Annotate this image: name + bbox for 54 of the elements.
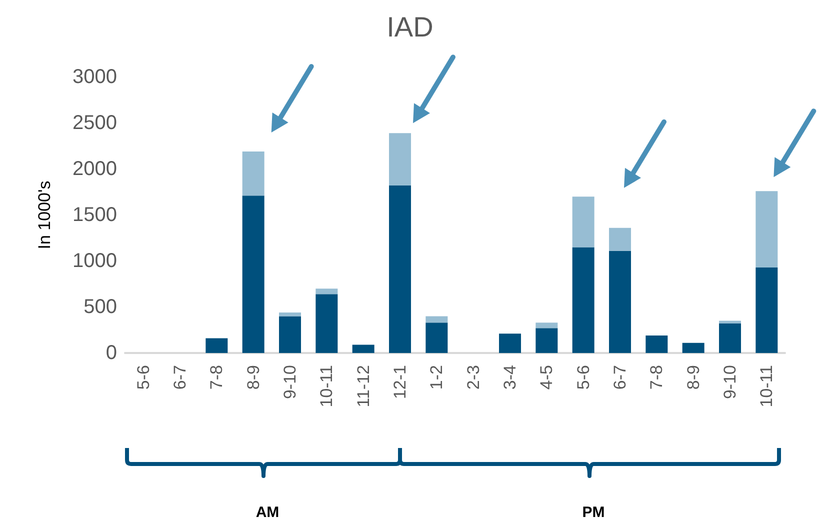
- bar: [572, 247, 594, 353]
- bar: [756, 191, 778, 268]
- bar: [426, 322, 448, 353]
- bar: [242, 152, 264, 196]
- x-tick-label: 5-6: [574, 365, 593, 390]
- x-tick-label: 10-11: [757, 365, 776, 408]
- x-tick-label: 8-9: [244, 365, 263, 390]
- chart-title: IAD: [386, 12, 434, 42]
- text: AM: [256, 504, 280, 521]
- y-tick-label: 0: [106, 342, 117, 364]
- bar: [646, 336, 668, 353]
- bar: [352, 344, 374, 353]
- bar: [316, 288, 338, 294]
- y-tick-label: 2000: [72, 158, 117, 180]
- x-tick-label: 8-9: [684, 365, 703, 390]
- bar: [756, 267, 778, 353]
- x-tick-label: 12-1: [390, 365, 410, 400]
- bar: [426, 316, 448, 323]
- x-tick-label: 5-6: [134, 365, 153, 390]
- x-tick-label: 1-2: [427, 365, 446, 390]
- bar: [719, 324, 741, 353]
- x-tick-label: 11-12: [354, 365, 373, 408]
- bar: [719, 320, 741, 324]
- y-axis-title: In 1000's: [35, 180, 54, 250]
- bar: [389, 133, 411, 186]
- y-tick-label: 1500: [72, 204, 117, 226]
- x-tick-label: 10-11: [317, 365, 336, 408]
- y-tick-label: 2500: [72, 112, 117, 134]
- y-tick-label: 3000: [72, 66, 117, 88]
- x-tick-label: 6-7: [610, 365, 630, 390]
- bar: [536, 328, 558, 353]
- bar: [609, 228, 631, 251]
- x-tick-label: 4-5: [537, 365, 556, 390]
- bar: [279, 312, 301, 316]
- bar: [572, 196, 594, 248]
- text: PM: [582, 504, 605, 521]
- bar: [609, 250, 631, 353]
- bar: [536, 322, 558, 328]
- x-tick-label: 7-8: [207, 365, 226, 390]
- bar: [499, 334, 521, 353]
- bar: [242, 196, 264, 353]
- x-tick-label: 9-10: [720, 365, 740, 400]
- y-tick-label: 1000: [72, 250, 117, 272]
- x-tick-label: 3-4: [500, 365, 520, 390]
- bar: [316, 294, 338, 353]
- bar: [389, 186, 411, 353]
- bar: [206, 338, 228, 353]
- x-tick-label: 7-8: [647, 365, 666, 390]
- x-tick-label: 6-7: [170, 365, 190, 390]
- y-tick-label: 500: [84, 296, 117, 318]
- x-tick-label: 9-10: [280, 365, 300, 400]
- bar: [279, 316, 301, 353]
- x-tick-label: 2-3: [464, 365, 483, 390]
- bar: [682, 342, 704, 353]
